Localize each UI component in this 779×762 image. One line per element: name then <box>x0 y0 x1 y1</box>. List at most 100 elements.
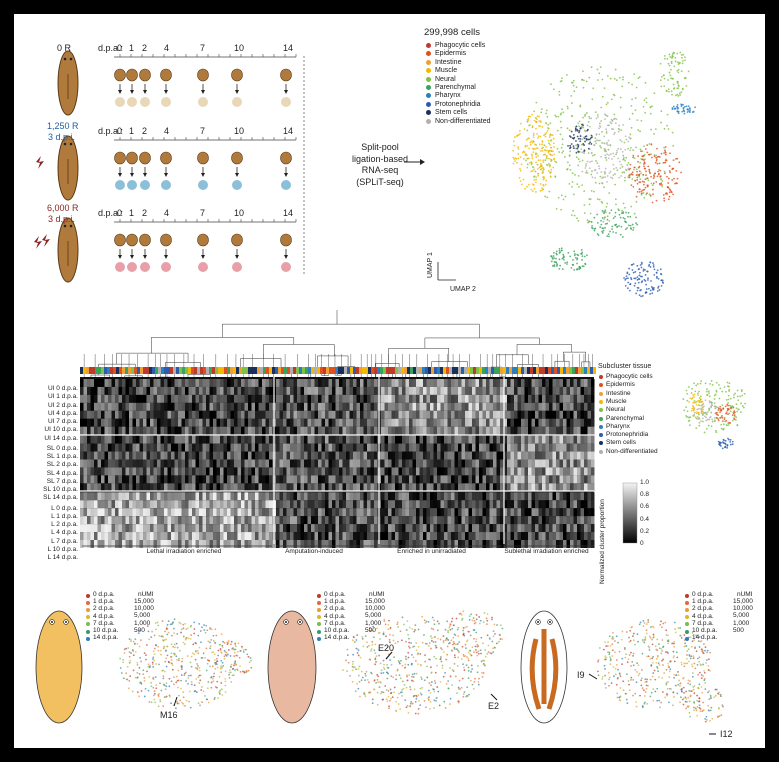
heatmap-cell <box>426 467 430 476</box>
heatmap-cell <box>367 451 371 460</box>
umap-point <box>632 271 635 274</box>
heatmap-cell <box>542 410 546 419</box>
heatmap-cell <box>258 532 262 540</box>
heatmap-cell <box>451 540 455 548</box>
heatmap-cell <box>577 524 581 533</box>
heatmap-cell <box>437 459 441 468</box>
umap-point <box>584 113 587 116</box>
heatmap-cell <box>220 443 224 452</box>
heatmap-cell <box>363 508 367 517</box>
heatmap-cell <box>143 467 147 476</box>
umap-point <box>676 177 679 180</box>
umap-point <box>526 163 529 166</box>
heatmap-cell <box>122 418 126 427</box>
heatmap-cell <box>262 386 266 395</box>
heatmap-cell <box>447 532 451 540</box>
umap-point <box>675 94 677 97</box>
heatmap-cell <box>416 483 420 492</box>
heatmap-cell <box>587 516 591 525</box>
heatmap-cell <box>584 435 588 444</box>
heatmap-cell <box>475 532 479 540</box>
umap-point <box>546 127 549 129</box>
umap-point <box>573 214 576 217</box>
umap-point <box>676 157 679 160</box>
heatmap-cell <box>97 508 101 517</box>
heatmap-cell <box>591 379 595 387</box>
umap-point <box>652 193 654 196</box>
heatmap-cell <box>573 508 577 517</box>
heatmap-cell <box>108 402 112 411</box>
heatmap-cell <box>440 418 444 427</box>
heatmap-cell <box>269 467 273 476</box>
heatmap-cell <box>83 467 87 476</box>
umap-point <box>611 225 614 228</box>
heatmap-cell <box>262 467 266 476</box>
umap-point <box>605 114 607 117</box>
umap-point <box>549 144 551 146</box>
heatmap-cell <box>440 508 444 517</box>
heatmap-cell <box>493 402 497 411</box>
heatmap-cell <box>80 402 84 411</box>
arrow-head <box>143 90 147 94</box>
heatmap-cell <box>195 483 199 492</box>
heatmap-cell <box>353 426 357 435</box>
heatmap-cell <box>160 451 164 460</box>
heatmap-cell <box>458 540 462 548</box>
arrow-head <box>164 255 168 259</box>
heatmap-cell <box>234 451 238 460</box>
heatmap-cell <box>370 394 374 403</box>
umap-point <box>553 261 556 263</box>
heatmap-cell <box>234 443 238 452</box>
heatmap-cell <box>262 516 266 525</box>
heatmap-cell <box>381 451 385 460</box>
heatmap-cell <box>549 467 553 476</box>
heatmap-cell <box>290 435 294 444</box>
heatmap-cell <box>279 386 283 395</box>
heatmap-cell <box>318 524 322 533</box>
heatmap-cell <box>157 443 161 452</box>
umap-point <box>683 105 686 108</box>
heatmap-cell <box>237 402 241 411</box>
heatmap-cell <box>241 492 245 501</box>
heatmap-cell <box>514 540 518 548</box>
heatmap-cell <box>430 475 434 484</box>
heatmap-cell <box>465 524 469 533</box>
heatmap-cell <box>419 443 423 452</box>
umap-point <box>526 154 528 157</box>
heatmap-cell <box>440 379 444 387</box>
umap-point <box>640 295 643 298</box>
heatmap-cell <box>153 475 157 484</box>
heatmap-cell <box>265 532 269 540</box>
umap-point <box>664 161 667 164</box>
heatmap-cell <box>283 379 287 387</box>
strip-cell <box>545 367 548 374</box>
heatmap-cell <box>458 443 462 452</box>
heatmap-cell <box>510 418 514 427</box>
heatmap-cell <box>143 500 147 509</box>
umap-point <box>650 143 653 146</box>
strip-cell <box>407 367 410 374</box>
heatmap-cell <box>531 524 535 533</box>
heatmap-cell <box>104 435 108 444</box>
heatmap-cell <box>202 524 206 533</box>
heatmap-cell <box>97 532 101 540</box>
heatmap-cell <box>402 443 406 452</box>
umap-point <box>559 113 562 116</box>
umap-point <box>638 278 641 280</box>
heatmap-cell <box>297 435 301 444</box>
heatmap-cell <box>542 386 546 395</box>
heatmap-cell <box>97 426 101 435</box>
umap-point <box>608 220 611 222</box>
heatmap-cell <box>286 459 290 468</box>
umap-point <box>542 153 545 156</box>
heatmap-cell <box>255 418 259 427</box>
heatmap-cell <box>97 467 101 476</box>
umap-point <box>536 133 539 135</box>
heatmap-cell <box>353 402 357 411</box>
heatmap-cell <box>510 410 514 419</box>
heatmap-cell <box>367 467 371 476</box>
umap-point <box>622 76 624 79</box>
heatmap-cell <box>514 524 518 533</box>
heatmap-cell <box>580 516 584 525</box>
strip-cell <box>428 367 431 374</box>
